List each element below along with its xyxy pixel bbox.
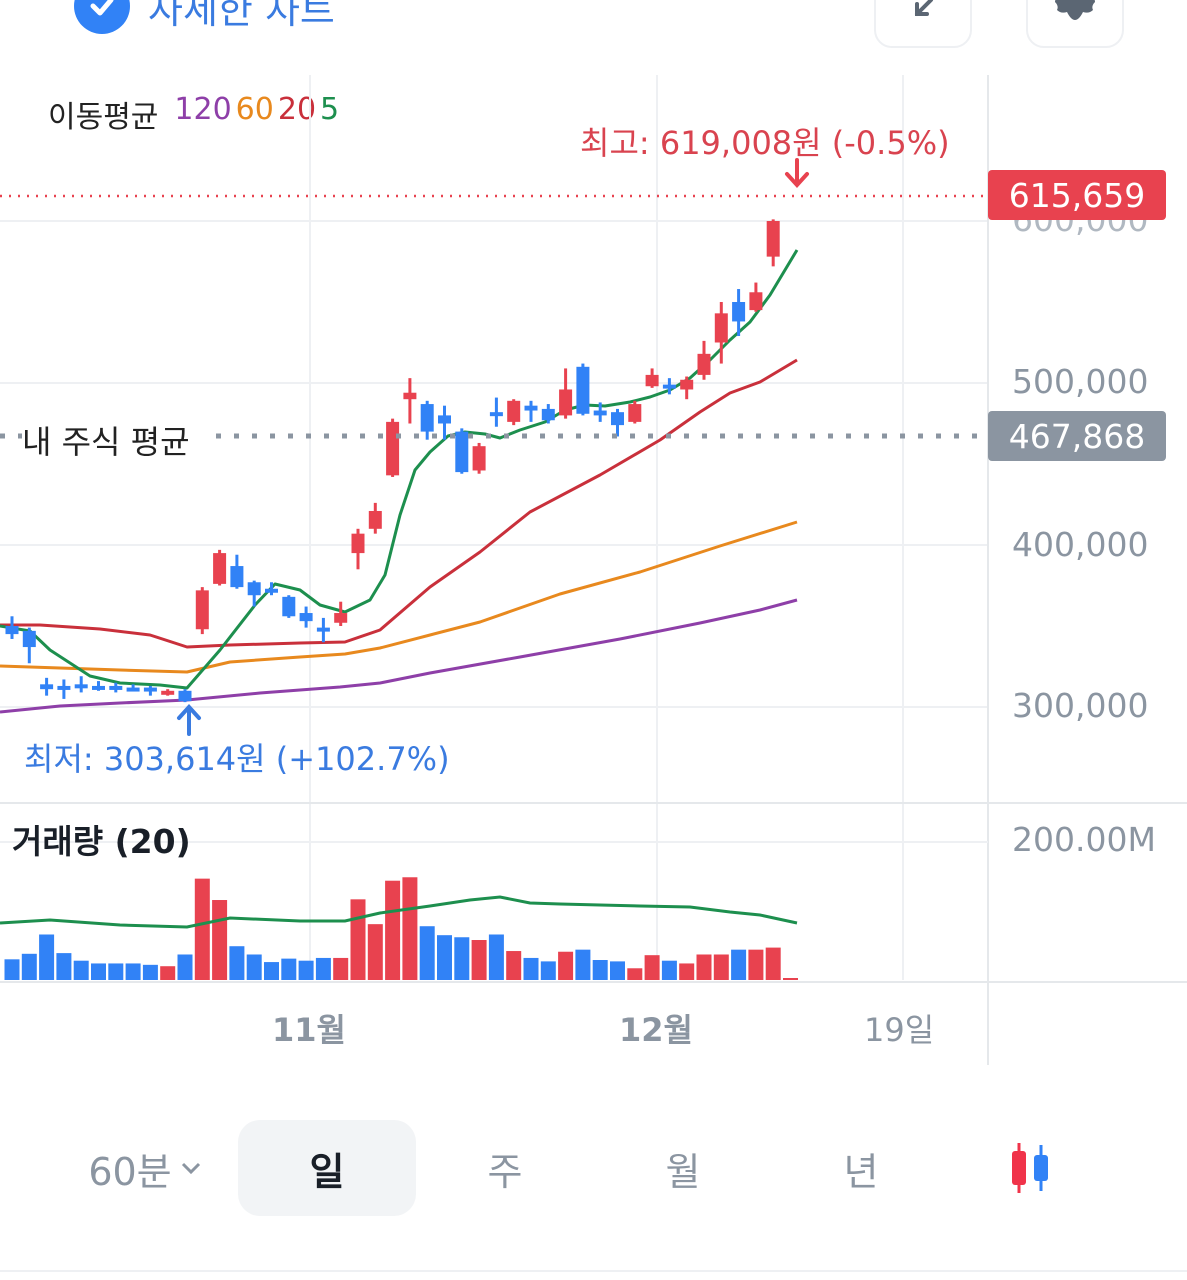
candles	[5, 219, 780, 703]
x-axis-label-dec: 12월	[619, 1011, 693, 1049]
period-tabs: 60분 일 주 월 년	[0, 1120, 1187, 1216]
chart-title: 자세한 차트	[148, 0, 335, 32]
chart-grid	[0, 75, 1187, 1065]
x-axis-label-19: 19일	[864, 1011, 935, 1049]
ma-120-label: 120	[174, 92, 232, 127]
tab-day[interactable]: 일	[238, 1120, 416, 1216]
arrow-down-icon	[785, 158, 809, 188]
tab-year[interactable]: 년	[843, 1149, 879, 1194]
chart-header: 자세한 차트	[0, 0, 1187, 60]
ma-legend-label: 이동평균	[48, 100, 159, 135]
y-axis-label-500000: 500,000	[1012, 362, 1149, 401]
ma-5-label: 5	[320, 92, 340, 127]
current-price-tag: 615,659	[988, 170, 1166, 220]
arrow-up-icon	[177, 704, 201, 736]
high-price-annotation: 최고: 619,008원 (-0.5%)	[580, 124, 950, 162]
settings-button[interactable]	[1026, 0, 1124, 48]
my-average-label: 내 주식 평균	[22, 417, 204, 463]
chart-type-button[interactable]	[990, 1120, 1070, 1216]
gear-icon	[1053, 0, 1097, 24]
interval-dropdown-label: 60분	[88, 1149, 172, 1194]
my-average-price-tag: 467,868	[988, 411, 1166, 461]
y-axis-label-300000: 300,000	[1012, 686, 1149, 725]
volume-axis-label: 200.00M	[1012, 820, 1156, 859]
ma-60-label: 60	[235, 92, 274, 127]
detailed-chart-toggle[interactable]: 자세한 차트	[74, 0, 335, 34]
price-lines	[0, 194, 988, 439]
x-axis-label-nov: 11월	[272, 1011, 346, 1049]
moving-average-legend[interactable]: 이동평균 120 60 20 5	[48, 92, 343, 136]
divider	[0, 1270, 1187, 1272]
interval-dropdown[interactable]: 60분	[70, 1120, 220, 1216]
candlestick-chart[interactable]	[0, 0, 1187, 1080]
collapse-button[interactable]	[874, 0, 972, 48]
low-price-annotation: 최저: 303,614원 (+102.7%)	[24, 740, 450, 778]
tab-week[interactable]: 주	[487, 1149, 523, 1194]
volume-title: 거래량 (20)	[12, 822, 191, 861]
moving-average-lines	[0, 249, 799, 714]
arrow-down-left-icon	[911, 0, 935, 24]
tab-month[interactable]: 월	[665, 1149, 701, 1194]
chevron-down-icon	[181, 1162, 200, 1175]
y-axis-label-400000: 400,000	[1012, 525, 1149, 564]
candlestick-icon	[1012, 1143, 1048, 1193]
volume-bars	[0, 877, 798, 980]
